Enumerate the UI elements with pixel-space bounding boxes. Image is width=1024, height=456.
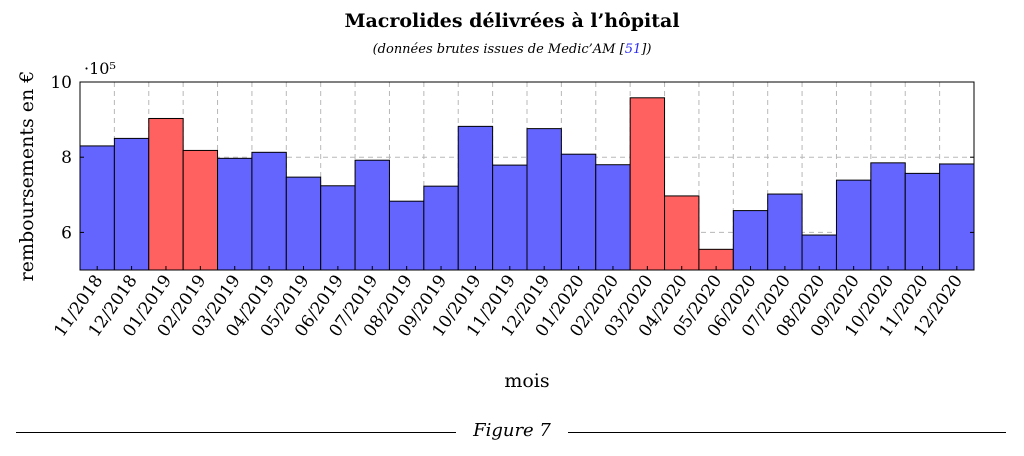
- caption-rule-left: [16, 432, 456, 433]
- bar-chart: 6 8 10 11/201812/201801/201902/201903/2019…: [16, 59, 975, 392]
- bar-07-2020: [767, 193, 803, 271]
- y-axis-multiplier: ·10⁵: [84, 59, 116, 78]
- bar-09-2019: [423, 185, 459, 271]
- bar-02-2020: [595, 164, 631, 271]
- bar-06-2020: [732, 210, 769, 271]
- x-axis-ticks: 11/201812/201801/201902/201903/201904/20…: [50, 266, 967, 341]
- chart-subtitle: (données brutes issues de Medic’AM [51]): [372, 42, 652, 57]
- bar-01-2019: [148, 117, 184, 271]
- bar-07-2019: [354, 159, 390, 271]
- bar-08-2019: [388, 200, 425, 271]
- bar-09-2020: [835, 179, 872, 271]
- bar-12-2020: [939, 163, 975, 271]
- figure-caption: Figure 7: [473, 420, 551, 441]
- bar-01-2020: [560, 153, 597, 271]
- bar-11-2020: [904, 172, 941, 271]
- bars: [79, 97, 975, 271]
- y-axis-ticks: 6 8 10: [50, 73, 974, 243]
- reference-link: 51: [624, 42, 642, 57]
- bar-10-2020: [870, 162, 906, 271]
- bar-05-2019: [285, 176, 322, 271]
- bar-12-2019: [526, 128, 562, 271]
- bar-12-2018: [113, 137, 150, 271]
- bar-03-2019: [217, 157, 253, 271]
- bar-03-2020: [629, 97, 666, 271]
- bar-11-2019: [492, 164, 528, 271]
- bar-06-2019: [320, 185, 356, 271]
- y-tick-label: 10: [50, 73, 72, 93]
- y-tick-label: 8: [61, 148, 72, 168]
- chart-title: Macrolides délivrées à l’hôpital: [344, 10, 680, 32]
- caption-rule-right: [568, 432, 1006, 433]
- figure-caption-row: Figure 7: [0, 420, 1024, 444]
- bar-02-2019: [182, 149, 219, 271]
- bar-08-2020: [801, 234, 837, 271]
- bar-11-2018: [79, 145, 115, 271]
- bar-04-2020: [664, 195, 700, 271]
- bar-10-2019: [457, 125, 494, 271]
- y-axis-label: remboursements en €: [16, 71, 38, 282]
- plot-frame: [79, 81, 975, 271]
- x-axis-label: mois: [504, 370, 549, 392]
- y-tick-label: 6: [61, 223, 72, 243]
- bar-04-2019: [251, 151, 287, 271]
